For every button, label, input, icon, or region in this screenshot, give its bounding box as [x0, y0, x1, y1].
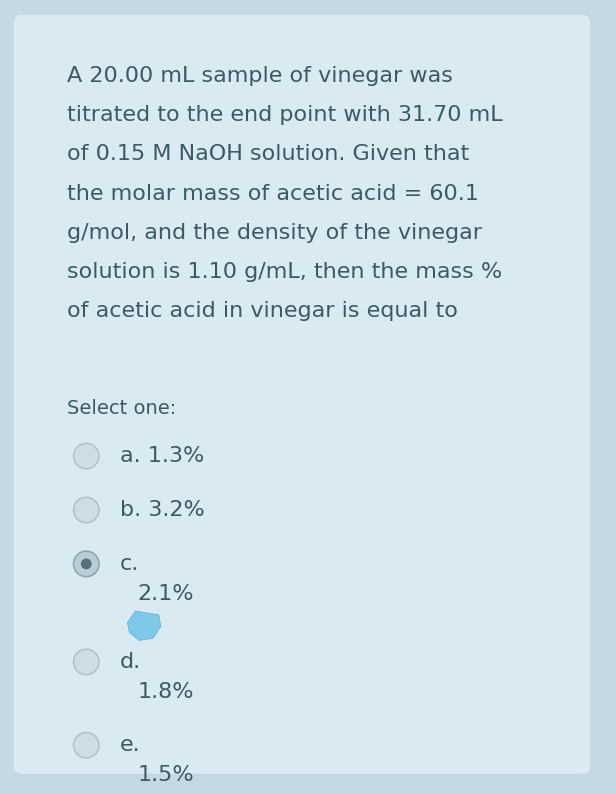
- Text: d.: d.: [120, 652, 140, 673]
- Text: of acetic acid in vinegar is equal to: of acetic acid in vinegar is equal to: [67, 301, 458, 322]
- Polygon shape: [128, 611, 161, 641]
- Text: titrated to the end point with 31.70 mL: titrated to the end point with 31.70 mL: [67, 105, 502, 125]
- Text: e.: e.: [120, 735, 140, 755]
- Text: g/mol, and the density of the vinegar: g/mol, and the density of the vinegar: [67, 223, 482, 243]
- Circle shape: [73, 497, 99, 522]
- Circle shape: [73, 649, 99, 675]
- Circle shape: [81, 558, 92, 569]
- Text: c.: c.: [120, 554, 139, 574]
- Text: b. 3.2%: b. 3.2%: [120, 500, 205, 520]
- FancyBboxPatch shape: [14, 15, 590, 773]
- Text: A 20.00 mL sample of vinegar was: A 20.00 mL sample of vinegar was: [67, 66, 453, 86]
- Text: solution is 1.10 g/mL, then the mass %: solution is 1.10 g/mL, then the mass %: [67, 262, 502, 282]
- Text: of 0.15 M NaOH solution. Given that: of 0.15 M NaOH solution. Given that: [67, 145, 469, 164]
- Circle shape: [73, 551, 99, 576]
- Text: 1.5%: 1.5%: [137, 765, 194, 785]
- Text: 2.1%: 2.1%: [137, 584, 194, 603]
- Circle shape: [73, 733, 99, 758]
- Circle shape: [73, 443, 99, 468]
- Text: 1.8%: 1.8%: [137, 681, 194, 702]
- Text: a. 1.3%: a. 1.3%: [120, 446, 204, 466]
- Text: Select one:: Select one:: [67, 399, 176, 418]
- Text: the molar mass of acetic acid = 60.1: the molar mass of acetic acid = 60.1: [67, 183, 479, 203]
